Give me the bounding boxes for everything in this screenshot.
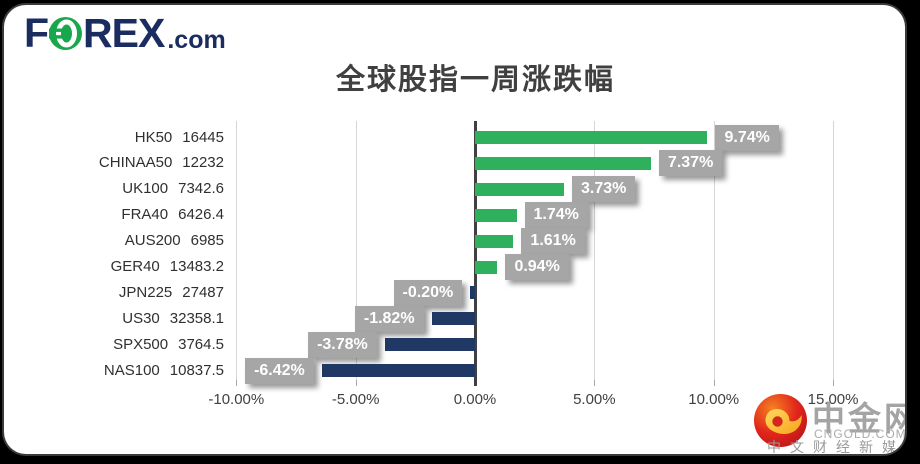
- content-layer: F REX .com 全球股指一周涨跌幅 -10.00% -5.00% 0.00% 5…: [4, 5, 905, 455]
- category-name: NAS100: [103, 361, 160, 379]
- category-label-spx500: SPX500 3764.5: [113, 336, 224, 354]
- value-label-fra40: 1.74%: [524, 202, 588, 229]
- axis-tick-mark: [713, 380, 715, 386]
- axis-tick-mark: [236, 380, 238, 386]
- category-name: JPN225: [118, 283, 173, 301]
- category-name: GER40: [110, 258, 160, 275]
- cngold-watermark-domain: CNGOLD.COM.CN: [814, 427, 905, 441]
- category-name: FRA40: [121, 206, 169, 224]
- axis-tick-mark: [594, 380, 596, 386]
- category-name: CHINAA50: [98, 154, 173, 172]
- category-label-us30: US30 32358.1: [122, 310, 224, 328]
- category-label-hk50: HK50 16445: [135, 129, 224, 147]
- x-axis-tick-label: 15.00%: [807, 391, 859, 408]
- bar-uk100: [475, 182, 565, 196]
- category-name: UK100: [122, 180, 169, 198]
- category-label-ger40: GER40 13483.2: [111, 258, 224, 276]
- forex-logo-f: F: [24, 10, 49, 56]
- cngold-watermark-name: 中金网: [812, 400, 905, 437]
- gridline: [355, 121, 357, 380]
- bar-aus200: [475, 234, 514, 248]
- category-label-fra40: FRA40 6426.4: [121, 206, 224, 224]
- value-label-us30: -1.82%: [354, 305, 424, 332]
- value-label-ger40: 0.94%: [505, 254, 569, 280]
- cngold-watermark-tagline: 中文财经新媒体: [767, 439, 905, 454]
- gridline: [594, 121, 596, 380]
- bar-nas100: [321, 364, 475, 378]
- category-name: HK50: [134, 128, 173, 146]
- category-close-value: 6426.4: [178, 206, 224, 224]
- value-label-nas100: -6.42%: [245, 357, 314, 384]
- forex-logo-o-icon: [49, 17, 83, 50]
- gridline: [833, 121, 835, 380]
- axis-tick-mark: [355, 380, 357, 386]
- category-close-value: 10837.5: [169, 361, 224, 379]
- bar-spx500: [384, 338, 475, 352]
- bar-chinaa50: [475, 156, 651, 170]
- forex-logo-rex: REX: [83, 10, 165, 56]
- gridline: [713, 121, 715, 380]
- axis-tick-mark: [833, 380, 835, 386]
- value-label-chinaa50: 7.37%: [658, 150, 723, 177]
- value-label-hk50: 9.74%: [715, 124, 779, 151]
- category-label-uk100: UK100 7342.6: [122, 180, 224, 198]
- category-label-nas100: NAS100 10837.5: [104, 362, 224, 380]
- category-close-value: 3764.5: [178, 335, 224, 353]
- category-close-value: 32358.1: [169, 309, 224, 327]
- zero-axis-line: [473, 121, 477, 386]
- content-card: F REX .com 全球股指一周涨跌幅 -10.00% -5.00% 0.00% 5…: [4, 5, 905, 454]
- cngold-watermark-icon: [754, 394, 807, 447]
- category-close-value: 16445: [182, 128, 224, 146]
- category-name: US30: [122, 309, 160, 327]
- category-close-value: 12232: [182, 154, 224, 172]
- category-label-jpn225: JPN225 27487: [119, 284, 224, 302]
- x-axis-tick-label: 0.00%: [453, 391, 497, 408]
- gridline: [236, 121, 238, 380]
- category-close-value: 6985: [190, 232, 224, 250]
- category-close-value: 7342.6: [178, 180, 224, 198]
- category-name: AUS200: [124, 232, 181, 250]
- x-axis-tick-label: -10.00%: [208, 391, 265, 408]
- bar-fra40: [475, 208, 517, 222]
- x-axis-tick-label: -5.00%: [331, 391, 380, 408]
- forex-logo: F REX .com: [24, 10, 226, 56]
- x-axis-tick-label: 10.00%: [688, 391, 740, 408]
- value-label-spx500: -3.78%: [308, 331, 377, 358]
- value-label-uk100: 3.73%: [572, 176, 636, 203]
- x-axis-tick-label: 5.00%: [573, 391, 616, 408]
- forex-logo-com: .com: [167, 26, 226, 54]
- category-label-aus200: AUS200 6985: [125, 232, 224, 250]
- bar-hk50: [475, 131, 708, 144]
- bar-ger40: [475, 260, 498, 274]
- bar-us30: [431, 312, 475, 326]
- category-close-value: 27487: [182, 283, 224, 301]
- category-close-value: 13483.2: [169, 258, 224, 275]
- category-name: SPX500: [113, 335, 169, 353]
- value-label-aus200: 1.61%: [521, 228, 585, 255]
- chart-title: 全球股指一周涨跌幅: [335, 64, 615, 96]
- bar-jpn225: [470, 286, 475, 300]
- value-label-jpn225: -0.20%: [393, 279, 463, 306]
- category-label-chinaa50: CHINAA50 12232: [99, 154, 224, 172]
